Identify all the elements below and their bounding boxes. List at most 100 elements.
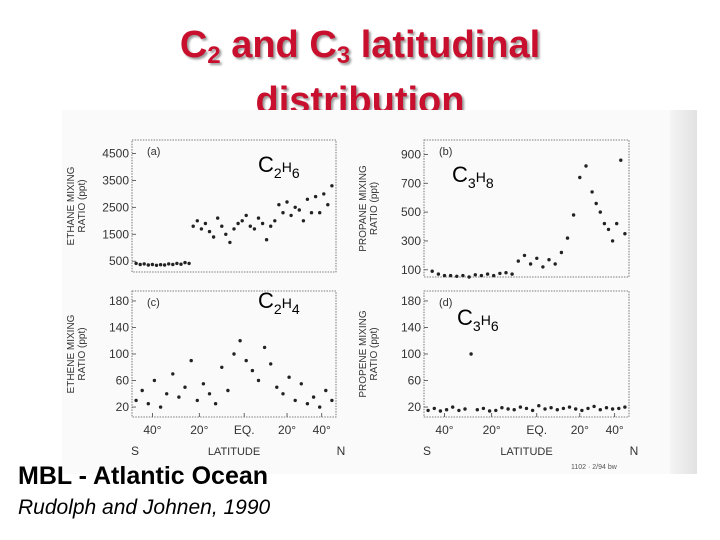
- panel-c2h4-point: [262, 345, 267, 350]
- panel-c2h4-point: [305, 402, 310, 406]
- panel-c2h4-point: [146, 402, 150, 406]
- panel-c3h6-xtick-label: EQ.: [526, 423, 547, 437]
- panel-c3h8-point: [598, 210, 602, 214]
- panel-c2h6-point: [256, 216, 261, 220]
- panel-c3h6-point: [518, 405, 523, 409]
- panel-c2h6-point: [158, 263, 163, 267]
- panel-c3h6-point: [500, 406, 504, 410]
- panel-c3h8-point: [430, 269, 434, 273]
- panel-c2h6-panel-tag: (a): [147, 146, 160, 158]
- panel-c3h6-point: [451, 405, 455, 409]
- panel-c3h8-point: [565, 236, 570, 240]
- panel-c3h6-point: [524, 406, 529, 411]
- panel-c2h6-point: [146, 263, 150, 267]
- panel-c2h4-point: [213, 402, 218, 406]
- panel-c3h6-point: [543, 407, 547, 411]
- panel-c3h6-point: [561, 406, 566, 411]
- panel-c3h6-xlabel-left: S: [423, 444, 431, 458]
- slide-title-line-1: C2 and C3 latitudinal: [179, 24, 541, 69]
- panel-c3h8-point: [571, 213, 576, 217]
- panel-c3h8-point: [498, 271, 502, 276]
- panel-c2h4-point: [195, 398, 199, 403]
- panel-c2h4-point: [275, 385, 279, 389]
- panel-c3h8-panel-tag: (b): [439, 146, 452, 158]
- panel-c2h6-ytick-label: 500: [109, 254, 129, 268]
- panel-c2h6-point: [211, 235, 216, 239]
- panel-c3h6-point: [610, 407, 615, 411]
- panel-c2h6-point: [142, 262, 146, 266]
- panel-c2h4-point: [318, 405, 322, 409]
- panel-c2h4-point: [256, 378, 261, 383]
- panel-c3h8-point: [516, 259, 520, 263]
- panel-c2h4-ytick-label: 140: [109, 320, 129, 334]
- figure-plate-edge: [670, 110, 697, 474]
- panel-c3h6-xtick-label: 20°: [483, 423, 501, 437]
- panel-c3h6-point: [537, 404, 541, 408]
- panel-c2h6-point: [309, 211, 314, 215]
- panel-c3h8-point: [547, 258, 551, 262]
- panel-c3h6-point: [549, 406, 553, 410]
- panel-c2h4-point: [287, 375, 291, 379]
- panel-c3h8-point: [535, 256, 539, 260]
- panel-c3h8-ytick-label: 100: [401, 263, 421, 277]
- panel-c3h8-point: [615, 221, 619, 226]
- panel-c2h6-species-label: C2H6: [258, 152, 300, 181]
- panel-c3h8-point: [448, 273, 453, 278]
- panel-c2h4-point: [250, 368, 255, 373]
- panel-c2h4-panel-tag: (c): [147, 297, 160, 309]
- panel-c3h8-point: [436, 272, 441, 276]
- panel-c3h8-ylabel-line-1: PROPANE MIXING: [358, 165, 369, 252]
- panel-c3h6-panel-tag: (d): [439, 297, 452, 309]
- panel-c3h6-point: [481, 406, 486, 411]
- panel-c3h8-point: [590, 190, 594, 194]
- panel-c2h4-point: [281, 392, 285, 396]
- panel-c3h6-xlabel: LATITUDE: [500, 446, 552, 458]
- panel-c2h4-point: [220, 365, 224, 369]
- panel-c2h4-ylabel-line-2: RATIO (ppt): [77, 327, 88, 380]
- panel-c2h6-point: [289, 213, 293, 218]
- panel-c2h6-point: [191, 224, 195, 228]
- panel-c3h6-point: [438, 409, 443, 413]
- panel-c3h6-point: [506, 407, 510, 411]
- panel-c3h6-ytick-label: 20: [408, 400, 422, 414]
- panel-c3h8-point: [594, 201, 598, 206]
- panel-c2h6-point: [313, 194, 318, 199]
- panel-c2h4-ytick-label: 20: [116, 400, 130, 414]
- panel-c3h6-point: [580, 408, 584, 413]
- panel-c3h8-point: [510, 272, 514, 276]
- panel-c2h4-ytick-label: 180: [109, 294, 129, 308]
- panel-c3h6-xlabel-right: N: [630, 444, 639, 458]
- panel-c3h6-ylabel-line-2: RATIO (ppt): [369, 327, 380, 380]
- panel-c2h6-point: [269, 224, 273, 228]
- panel-c2h4-point: [226, 388, 230, 393]
- panel-c2h6-point: [277, 203, 281, 207]
- panel-c2h6-point: [175, 261, 179, 266]
- panel-c2h4-point: [134, 398, 138, 403]
- panel-c2h4-xlabel-right: N: [337, 444, 346, 458]
- panel-c2h4-point: [299, 382, 303, 386]
- panel-c3h8-ylabel-line-2: RATIO (ppt): [369, 182, 380, 235]
- panel-c2h4-point: [293, 398, 297, 403]
- panel-c3h6-ytick-label: 60: [408, 374, 422, 388]
- panel-c3h8-point: [442, 273, 447, 278]
- panel-c2h6-point: [171, 262, 175, 267]
- panel-c2h4-ytick-label: 100: [109, 347, 129, 361]
- panel-c2h6-point: [179, 262, 183, 266]
- panel-c2h4-point: [244, 358, 248, 363]
- panel-c2h4-point: [165, 392, 169, 396]
- panel-c2h4-point: [140, 388, 144, 393]
- panel-c2h6-point: [154, 263, 159, 267]
- panel-c2h4-xtick-label: 20°: [190, 423, 208, 437]
- panel-c2h6-point: [252, 227, 257, 231]
- panel-c2h6-point: [162, 263, 167, 267]
- panel-c2h6-point: [220, 224, 224, 228]
- panel-c3h8-point: [504, 271, 508, 275]
- panel-c2h6-point: [322, 192, 326, 196]
- panel-c2h6-point: [260, 221, 265, 226]
- panel-c3h6-xtick-label: 40°: [606, 423, 624, 437]
- panel-c3h6-point: [617, 406, 621, 411]
- panel-c3h6-xtick-label: 20°: [571, 423, 589, 437]
- panel-c2h6-point: [183, 260, 187, 265]
- panel-c2h4-xtick-label: EQ.: [234, 423, 255, 437]
- panel-c2h6-point: [248, 224, 252, 228]
